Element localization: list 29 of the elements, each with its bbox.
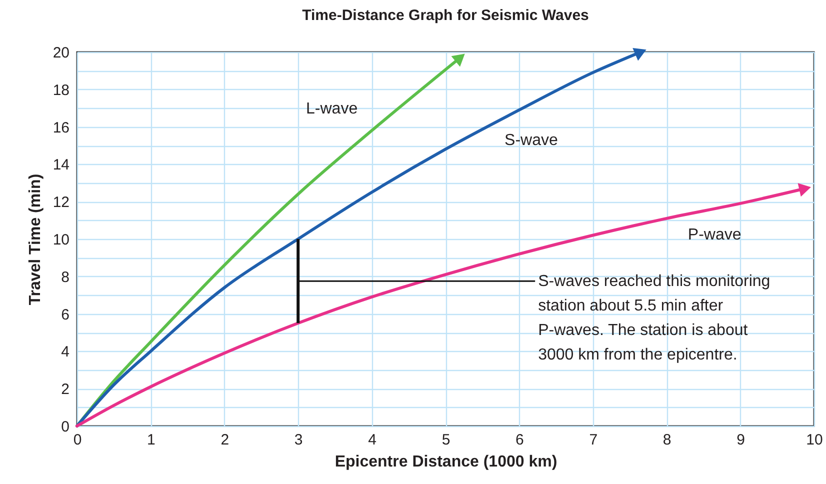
x-tick-label: 8 <box>662 432 672 448</box>
y-tick-label: 6 <box>61 306 70 324</box>
x-tick-label: 4 <box>368 432 376 448</box>
annotation: S-waves reached this monitoring station about 5.5 min after P-waves. The station is about 3000 km from the epicentre. <box>538 273 770 364</box>
y-tick-label: 14 <box>52 156 70 174</box>
x-tick-label: 5 <box>442 432 450 448</box>
y-tick-label: 0 <box>61 418 70 436</box>
chart-title: Time-Distance Graph for Seismic Waves <box>302 7 589 24</box>
x-tick-label: 10 <box>806 432 823 448</box>
y-tick-label: 8 <box>61 268 70 286</box>
x-tick-label: 0 <box>73 432 82 448</box>
series-label: L-wave <box>306 100 358 118</box>
y-tick-label: 20 <box>52 44 70 62</box>
y-axis-title: Travel Time (min) <box>26 174 44 306</box>
y-tick-label: 16 <box>52 119 70 136</box>
x-tick-label: 6 <box>516 432 524 448</box>
series-label: S-wave <box>504 132 558 149</box>
series-label: P-wave <box>688 226 742 244</box>
y-tick-label: 4 <box>61 344 70 361</box>
x-tick-label: 3 <box>294 432 303 448</box>
x-tick-label: 1 <box>147 432 156 448</box>
y-tick-label: 2 <box>61 381 70 398</box>
x-tick-label: 9 <box>736 432 745 448</box>
x-tick-label: 7 <box>589 432 598 448</box>
x-axis-title: Epicentre Distance (1000 km) <box>334 454 558 470</box>
x-tick-label: 2 <box>220 432 230 448</box>
y-tick-label: 12 <box>52 194 70 212</box>
y-tick-label: 10 <box>52 232 70 248</box>
y-tick-label: 18 <box>52 82 70 99</box>
